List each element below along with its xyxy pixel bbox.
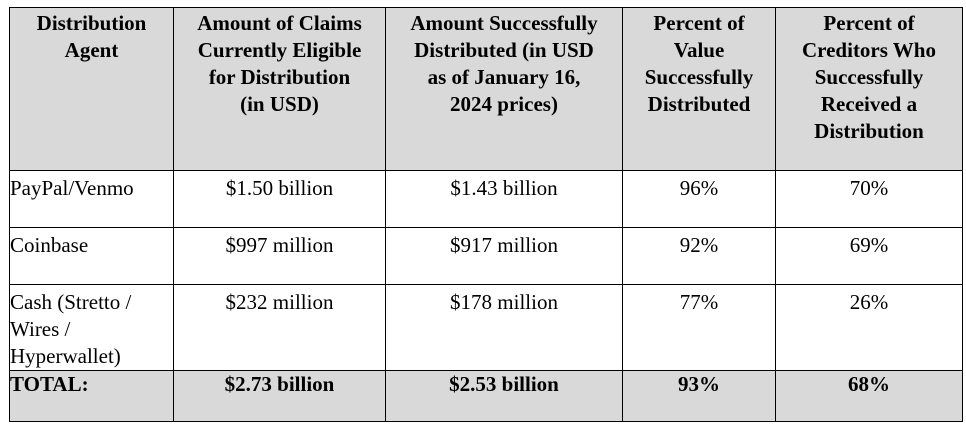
header-label: Amount of Claims Currently Eligible for … [197, 11, 362, 116]
table-row: PayPal/Venmo $1.50 billion $1.43 billion… [9, 170, 963, 228]
cell-distributed: $917 million [385, 227, 623, 285]
cell-total-distributed: $2.53 billion [385, 370, 623, 422]
cell-total-eligible: $2.73 billion [173, 370, 386, 422]
cell-total-pct-creditors: 68% [775, 370, 963, 422]
header-label: Distribution Agent [36, 11, 147, 62]
header-percent-value: Percent of Value Successfully Distribute… [622, 7, 776, 171]
cell-total-pct-value: 93% [622, 370, 776, 422]
cell-pct-value: 77% [622, 284, 776, 371]
table-row: Cash (Stretto / Wires / Hyperwallet) $23… [9, 284, 963, 371]
header-label: Percent of Value Successfully Distribute… [644, 11, 754, 116]
table-total-row: TOTAL: $2.73 billion $2.53 billion 93% 6… [9, 370, 963, 422]
table-row: Coinbase $997 million $917 million 92% 6… [9, 227, 963, 285]
cell-pct-creditors: 26% [775, 284, 963, 371]
header-percent-creditors: Percent of Creditors Who Successfully Re… [775, 7, 963, 171]
cell-eligible: $1.50 billion [173, 170, 386, 228]
header-distributed-amount: Amount Successfully Distributed (in USD … [385, 7, 623, 171]
cell-eligible: $232 million [173, 284, 386, 371]
cell-eligible: $997 million [173, 227, 386, 285]
cell-text: Coinbase [10, 233, 89, 257]
header-eligible-amount: Amount of Claims Currently Eligible for … [173, 7, 386, 171]
cell-agent: Cash (Stretto / Wires / Hyperwallet) [9, 284, 174, 371]
cell-pct-creditors: 69% [775, 227, 963, 285]
cell-pct-value: 96% [622, 170, 776, 228]
cell-pct-value: 92% [622, 227, 776, 285]
table-header-row: Distribution Agent Amount of Claims Curr… [9, 7, 963, 171]
header-distribution-agent: Distribution Agent [9, 7, 174, 171]
cell-total-label: TOTAL: [9, 370, 174, 422]
header-label: Percent of Creditors Who Successfully Re… [802, 11, 936, 143]
cell-agent: Coinbase [9, 227, 174, 285]
cell-text: Cash (Stretto / Wires / Hyperwallet) [10, 290, 132, 368]
cell-distributed: $178 million [385, 284, 623, 371]
distribution-table: Distribution Agent Amount of Claims Curr… [9, 7, 963, 422]
cell-pct-creditors: 70% [775, 170, 963, 228]
cell-text: PayPal/Venmo [10, 176, 134, 200]
cell-agent: PayPal/Venmo [9, 170, 174, 228]
header-label: Amount Successfully Distributed (in USD … [410, 11, 598, 116]
cell-distributed: $1.43 billion [385, 170, 623, 228]
